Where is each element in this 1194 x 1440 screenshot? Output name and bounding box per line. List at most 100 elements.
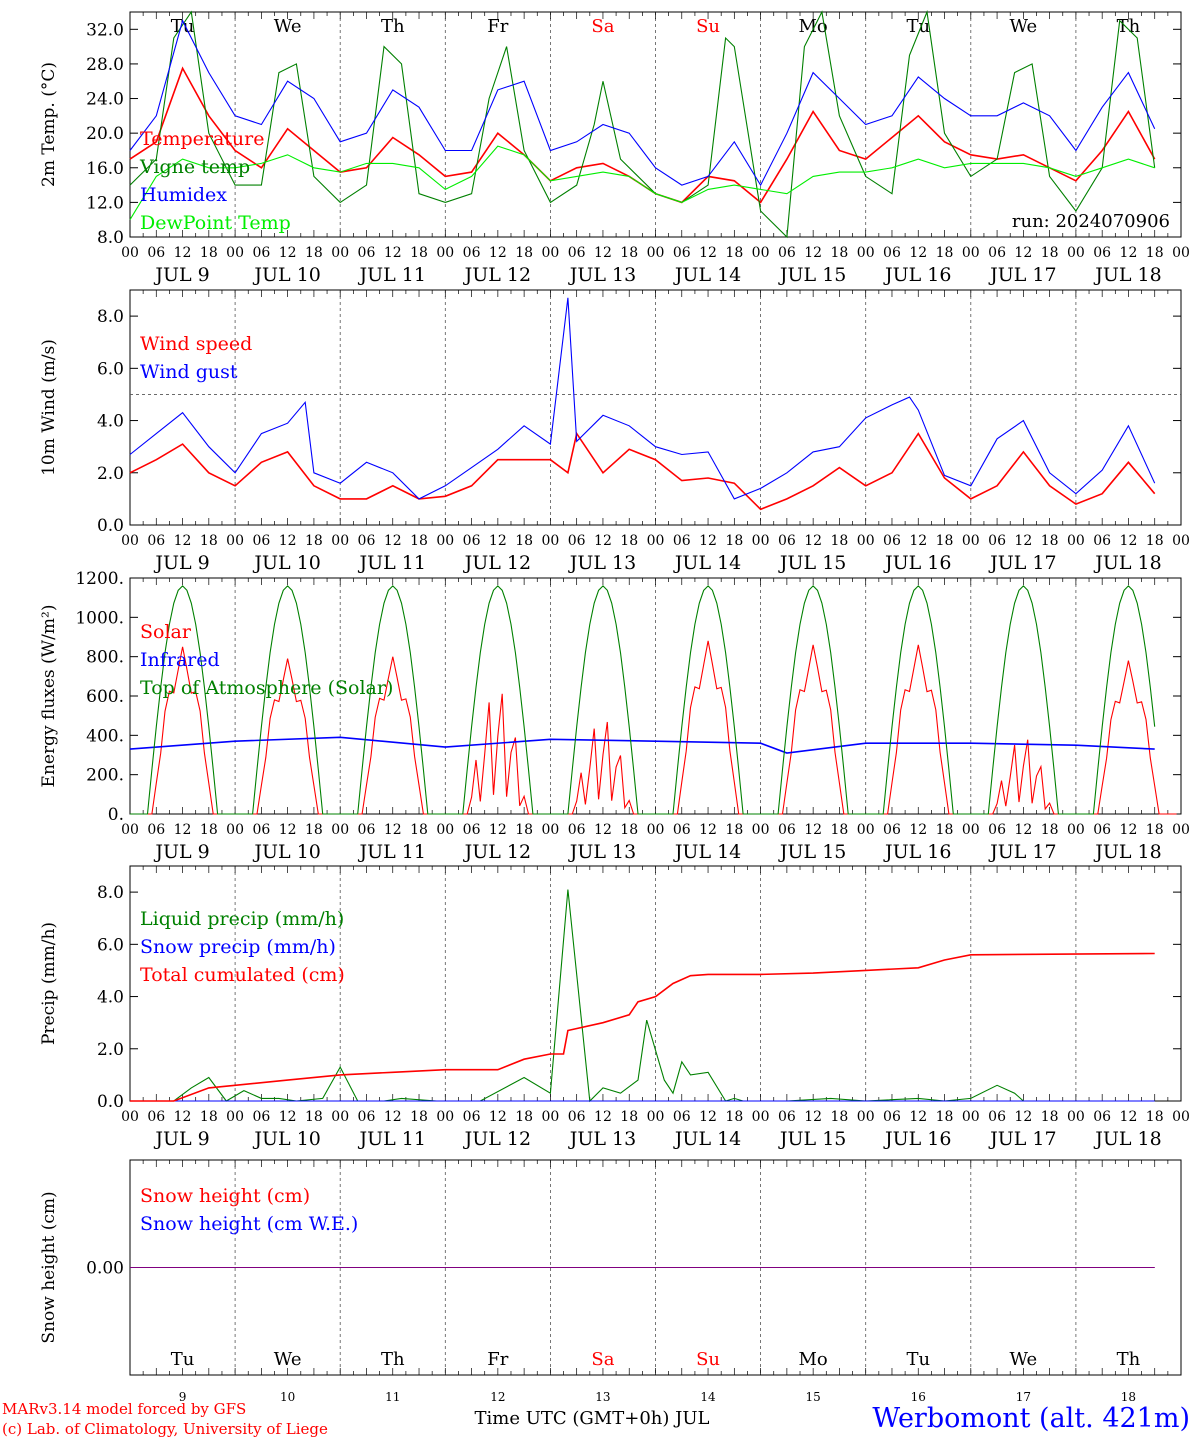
date-label: JUL 10 [252, 264, 320, 286]
hour-tick-label: 00 [962, 1109, 980, 1125]
weekday-label: Mo [799, 16, 828, 37]
date-label: JUL 12 [463, 1128, 531, 1150]
y-tick-label: 8.0 [97, 307, 124, 327]
date-label: JUL 10 [252, 841, 320, 863]
hour-tick-label: 18 [1041, 245, 1059, 261]
hour-tick-label: 06 [778, 533, 796, 549]
day-number-label: 11 [385, 1390, 400, 1404]
hour-tick-label: 18 [620, 1109, 638, 1125]
day-number-label: 10 [280, 1390, 295, 1404]
weekday-label: Mo [799, 1349, 828, 1370]
hour-tick-label: 12 [489, 533, 507, 549]
hour-tick-label: 00 [752, 245, 770, 261]
hour-tick-label: 18 [725, 533, 743, 549]
hour-tick-label: 18 [1146, 533, 1164, 549]
plot-frame [129, 11, 1182, 238]
panel-2: 0.0 2.0 4.0 6.0 8.0 10m Wind (m/s) 00 06 12 18 JUL… [39, 289, 1190, 574]
hour-tick-label: 18 [725, 822, 743, 838]
hour-tick-label: 00 [436, 822, 454, 838]
date-label: JUL 15 [778, 552, 846, 574]
date-label: JUL 11 [358, 1128, 426, 1150]
date-label: JUL 14 [673, 1128, 741, 1150]
hour-tick-label: 06 [778, 245, 796, 261]
hour-tick-label: 12 [174, 533, 192, 549]
y-tick-label: 600. [86, 687, 124, 707]
date-label: JUL 15 [778, 264, 846, 286]
date-label: JUL 12 [463, 264, 531, 286]
hour-tick-label: 18 [1146, 1109, 1164, 1125]
y-tick-label: 20.0 [86, 124, 124, 144]
hour-tick-label: 06 [988, 822, 1006, 838]
hour-tick-label: 00 [226, 245, 244, 261]
panel-4: 0.0 2.0 4.0 6.0 8.0 Precip (mm/h) 00 06 12 18 JUL … [39, 865, 1190, 1150]
hour-tick-label: 12 [594, 1109, 612, 1125]
date-label: JUL 16 [883, 1128, 951, 1150]
hour-tick-label: 12 [909, 822, 927, 838]
date-label: JUL 18 [1093, 264, 1161, 286]
hour-tick-label: 18 [831, 1109, 849, 1125]
day-number-label: 18 [1121, 1390, 1136, 1404]
hour-tick-label: 18 [410, 533, 428, 549]
hour-tick-label: 06 [1093, 533, 1111, 549]
hour-tick-label: 00 [226, 822, 244, 838]
hour-tick-label: 18 [305, 822, 323, 838]
hour-tick-label: 00 [752, 1109, 770, 1125]
hour-tick-label: 12 [1014, 822, 1032, 838]
hour-tick-label: 18 [515, 822, 533, 838]
hour-tick-label: 12 [489, 1109, 507, 1125]
date-label: JUL 14 [673, 841, 741, 863]
day-number-label: 13 [595, 1390, 610, 1404]
y-tick-label: 0.0 [97, 516, 124, 536]
hour-tick-label: 00 [962, 533, 980, 549]
hour-tick-label: 00 [331, 533, 349, 549]
hour-tick-label: 00 [857, 822, 875, 838]
date-label: JUL 18 [1093, 1128, 1161, 1150]
date-label: JUL 17 [988, 841, 1056, 863]
hour-tick-label: 06 [988, 245, 1006, 261]
hour-tick-label: 00 [857, 245, 875, 261]
hour-tick-label: 18 [936, 533, 954, 549]
hour-tick-label: 12 [594, 245, 612, 261]
y-tick-label: 200. [86, 766, 124, 786]
hour-tick-label: 06 [358, 1109, 376, 1125]
y-tick-label: 4.0 [97, 988, 124, 1008]
weekday-label: Fr [487, 1349, 508, 1370]
hour-tick-label: 00 [1067, 533, 1085, 549]
date-label: JUL 11 [358, 264, 426, 286]
run-annotation: run: 2024070906 [1012, 211, 1170, 232]
legend-entry: Wind gust [140, 361, 238, 383]
hour-tick-label: 12 [174, 245, 192, 261]
date-label: JUL 9 [153, 841, 209, 863]
hour-tick-label: 18 [831, 822, 849, 838]
series-line-total-cumulated-cm- [130, 952, 1155, 1102]
hour-tick-label: 12 [489, 245, 507, 261]
weekday-label: Sa [591, 1349, 614, 1370]
hour-tick-label: 06 [883, 1109, 901, 1125]
hour-tick-label: 00 [647, 1109, 665, 1125]
hour-tick-label: 00 [436, 533, 454, 549]
weekday-label: Tu [906, 1349, 930, 1370]
weekday-label: We [1010, 1349, 1038, 1370]
x-axis-title: Time UTC (GMT+0h) JUL [475, 1408, 710, 1429]
hour-tick-label: 00 [121, 245, 139, 261]
hour-tick-label: 00 [541, 533, 559, 549]
hour-tick-label: 00 [436, 245, 454, 261]
hour-tick-label: 06 [1093, 822, 1111, 838]
hour-tick-label: 12 [1014, 245, 1032, 261]
date-label: JUL 13 [568, 841, 636, 863]
legend-entry: Humidex [140, 184, 227, 206]
day-number-label: 9 [179, 1390, 187, 1404]
hour-tick-label: 00 [541, 1109, 559, 1125]
date-label: JUL 12 [463, 552, 531, 574]
y-tick-label: 8.0 [97, 883, 124, 903]
legend-entry: Wind speed [140, 333, 252, 355]
legend-entry: Infrared [140, 649, 220, 671]
date-label: JUL 18 [1093, 841, 1161, 863]
date-label: JUL 16 [883, 552, 951, 574]
series-line-infrared [129, 736, 1155, 754]
hour-tick-label: 00 [541, 822, 559, 838]
series-line-solar [130, 640, 1177, 815]
hour-tick-label: 18 [936, 822, 954, 838]
hour-tick-label: 12 [909, 1109, 927, 1125]
hour-tick-label: 00 [1172, 1109, 1190, 1125]
